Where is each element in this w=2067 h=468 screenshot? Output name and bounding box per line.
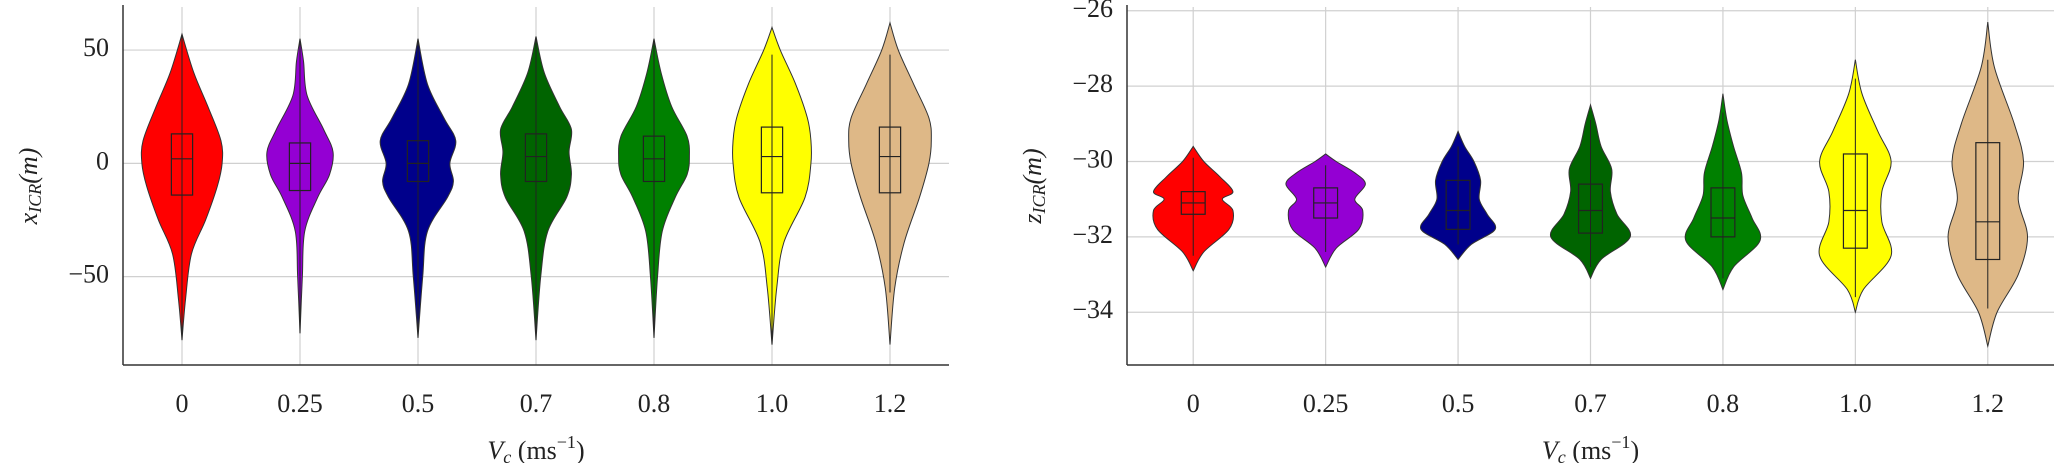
box: [288, 142, 312, 192]
x-tick-label: 0.5: [1442, 389, 1475, 418]
label-part: c: [503, 447, 511, 463]
y-tick-label: −28: [1072, 69, 1113, 98]
box: [760, 126, 784, 194]
x-axis-label: Vc (ms−1): [1542, 432, 1639, 463]
box: [170, 133, 194, 196]
label-part: (ms: [1566, 436, 1612, 463]
label-part: ICR: [25, 184, 45, 214]
x-tick-label: 0.25: [277, 389, 323, 418]
box: [1577, 183, 1604, 234]
x-axis-label: Vc (ms−1): [487, 432, 584, 463]
chart: −34 −32 −30 −28 −26 0 0.25 0.5 0.7 0.8 1.0 1.2 Vc (m…: [1018, 0, 2054, 467]
x-tick-label: 1.2: [1972, 389, 2005, 418]
x-tick-label: 0: [176, 389, 189, 418]
x-tick-label: 0.25: [1303, 389, 1349, 418]
x-tick-label: 1.0: [756, 389, 789, 418]
label-part: c: [1558, 447, 1566, 463]
x-tick-label: 0.5: [402, 389, 435, 418]
x-tick-label: 0: [1187, 389, 1200, 418]
x-tick-label: 0.8: [1707, 389, 1740, 418]
box: [878, 126, 902, 194]
y-tick-label: −50: [68, 260, 109, 289]
label-part: −1: [557, 432, 576, 452]
box: [1975, 142, 2001, 261]
box: [1445, 179, 1471, 230]
y-tick-label: −26: [1072, 0, 1113, 23]
label-part: −1: [1611, 432, 1630, 452]
y-tick-label: −34: [1072, 295, 1113, 324]
box: [1710, 187, 1736, 238]
label-part: V: [1542, 436, 1561, 463]
y-tick-label: 0: [96, 146, 109, 175]
x-tick-label: 1.2: [874, 389, 907, 418]
y-tick-label: −32: [1072, 220, 1113, 249]
y-axis-label: xICR(m): [14, 148, 45, 226]
x-tick-label: 0.7: [520, 389, 553, 418]
label-part: (m): [1018, 148, 1047, 184]
box: [1842, 153, 1868, 249]
label-part: ICR: [1029, 184, 1049, 214]
label-part: x: [14, 212, 43, 225]
y-tick-label: −30: [1072, 144, 1113, 173]
box: [524, 133, 548, 183]
label-part: V: [487, 436, 506, 463]
box: [406, 140, 430, 183]
label-part: z: [1018, 213, 1047, 224]
label-part: ): [576, 436, 585, 463]
y-tick-label: 50: [83, 33, 109, 62]
label-part: (ms: [511, 436, 557, 463]
x-tick-label: 0.8: [638, 389, 671, 418]
x-tick-label: 1.0: [1839, 389, 1872, 418]
label-part: ): [1630, 436, 1639, 463]
x-tick-label: 0.7: [1574, 389, 1607, 418]
label-part: (m): [14, 148, 43, 184]
y-axis-label: zICR(m): [1018, 148, 1049, 224]
